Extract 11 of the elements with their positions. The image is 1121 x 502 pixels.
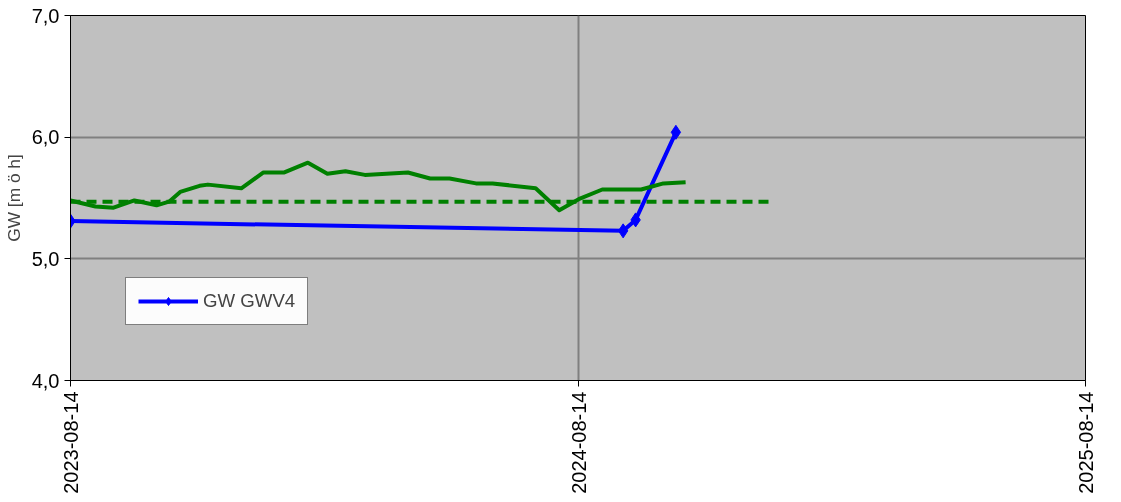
y-tick-label: 7,0 (31, 4, 60, 27)
x-tick-label: 2025-08-14 (1074, 391, 1097, 494)
x-tick-label: 2024-08-14 (567, 391, 590, 494)
y-tick-label: 4,0 (31, 369, 60, 392)
y-tick-label: 6,0 (31, 126, 60, 149)
legend-label: GW GWV4 (203, 290, 296, 312)
x-tick-label: 2023-08-14 (59, 391, 82, 494)
y-tick-label: 5,0 (31, 247, 60, 270)
point (617, 223, 629, 239)
y-axis-title: GW [m ö h] (3, 154, 24, 242)
point (670, 124, 682, 140)
